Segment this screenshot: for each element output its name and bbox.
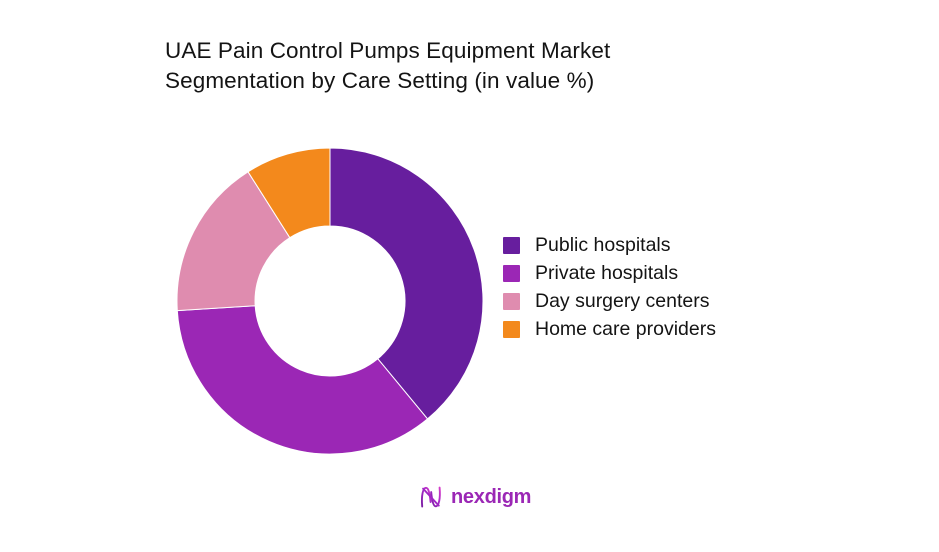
donut-chart-svg (177, 148, 483, 454)
brand-logo: nexdigm (418, 482, 531, 512)
legend-item-label: Day surgery centers (535, 290, 710, 312)
legend-item-label: Home care providers (535, 318, 716, 340)
legend-color-swatch (503, 236, 520, 254)
legend-item[interactable]: Public hospitals (503, 231, 803, 259)
legend-item[interactable]: Private hospitals (503, 259, 803, 287)
legend-item[interactable]: Home care providers (503, 315, 803, 343)
legend-item-label: Public hospitals (535, 234, 671, 256)
chart-legend: Public hospitals Private hospitals Day sur… (503, 231, 803, 343)
donut-slice-group (177, 148, 483, 454)
legend-item-label: Private hospitals (535, 262, 679, 284)
donut-slice (247, 148, 331, 239)
chart-title: UAE Pain Control Pumps Equipment Market … (165, 38, 611, 93)
legend-color-swatch (503, 264, 520, 282)
nexdigm-wave-mark-icon (421, 486, 441, 508)
legend-item[interactable]: Day surgery centers (503, 287, 803, 315)
donut-slice (177, 305, 429, 454)
brand-name: nexdigm (451, 486, 532, 508)
legend-color-swatch (503, 292, 520, 310)
donut-slice (329, 148, 483, 420)
donut-chart (177, 148, 483, 454)
legend-color-swatch (503, 320, 520, 338)
